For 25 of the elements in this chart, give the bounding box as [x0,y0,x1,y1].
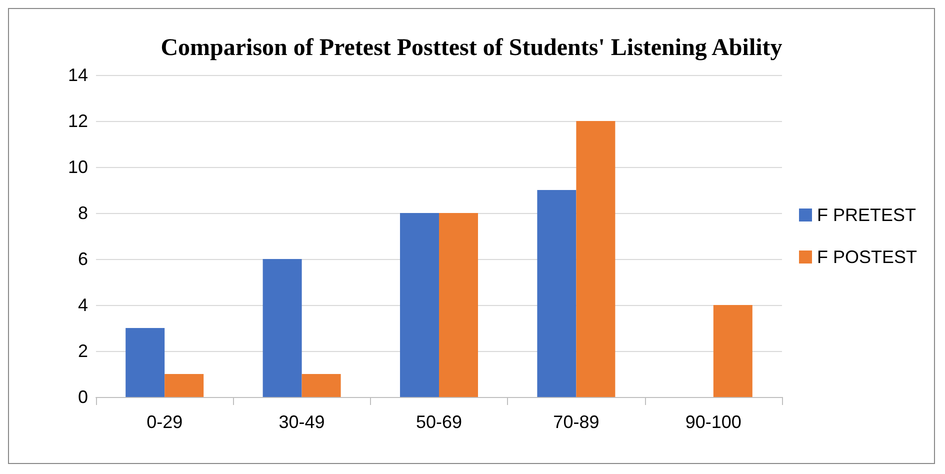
y-tick-label: 10 [68,157,88,177]
bar [164,374,204,397]
legend-label: F PRETEST [816,205,916,225]
chart-title: Comparison of Pretest Posttest of Students' Listening Ability [160,35,782,61]
x-tick-label: 90-100 [685,412,742,432]
y-tick-label: 2 [78,341,88,361]
x-tick-label: 30-49 [278,412,325,432]
y-tick-label: 4 [78,295,88,315]
legend-label: F POSTEST [816,247,918,267]
y-tick-label: 8 [78,203,88,223]
x-tick-label: 50-69 [416,412,462,432]
bar [537,190,576,397]
bar [262,259,302,397]
bar [713,305,752,397]
bar [400,213,439,397]
y-tick-label: 12 [68,111,88,131]
y-tick-label: 6 [78,249,88,269]
y-tick-label: 0 [78,387,88,407]
bar [126,328,165,397]
bar [576,121,616,397]
x-tick-label: 70-89 [553,412,600,432]
bar [302,374,341,397]
x-tick-label: 0-29 [146,412,183,432]
bar [439,213,478,397]
y-tick-label: 14 [68,65,88,85]
